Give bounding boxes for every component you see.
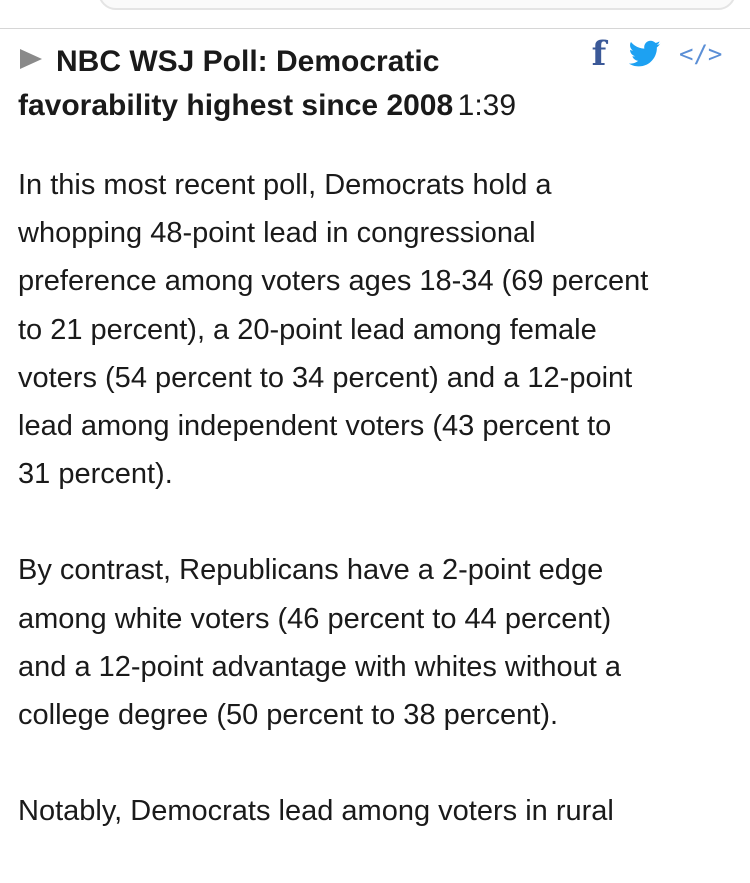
paragraph-line: and a 12-point advantage with whites wit…	[18, 650, 621, 683]
search-bar[interactable]	[98, 0, 736, 10]
paragraph-line: to 21 percent), a 20-point lead among fe…	[18, 313, 597, 346]
paragraph-line: Notably, Democrats lead among voters in …	[18, 795, 614, 828]
article-paragraph-3: Notably, Democrats lead among voters in …	[18, 787, 738, 835]
facebook-icon[interactable]: f	[591, 34, 607, 74]
article-body: In this most recent poll, Democrats hold…	[18, 161, 738, 883]
share-icons: f </>	[585, 34, 723, 74]
video-title-line-2[interactable]: favorability highest since 2008	[18, 89, 454, 122]
video-title-line-1[interactable]: NBC WSJ Poll: Democratic	[56, 45, 440, 78]
article-paragraph-2: By contrast, Republicans have a 2-point …	[18, 546, 738, 739]
paragraph-line: preference among voters ages 18-34 (69 p…	[18, 265, 649, 298]
paragraph-line: college degree (50 percent to 38 percent…	[18, 699, 559, 732]
twitter-icon[interactable]	[629, 40, 661, 68]
paragraph-line: By contrast, Republicans have a 2-point …	[18, 554, 604, 587]
paragraph-line: among white voters (46 percent to 44 per…	[18, 602, 612, 635]
paragraph-line: voters (54 percent to 34 percent) and a …	[18, 361, 633, 394]
paragraph-line: lead among independent voters (43 percen…	[18, 410, 612, 443]
embed-code-icon[interactable]: </>	[679, 40, 723, 68]
play-icon[interactable]	[20, 49, 42, 69]
paragraph-line: whopping 48-point lead in congressional	[18, 217, 536, 250]
article-paragraph-1: In this most recent poll, Democrats hold…	[18, 161, 738, 498]
video-duration: 1:39	[457, 89, 517, 122]
paragraph-line: In this most recent poll, Democrats hold…	[18, 169, 552, 201]
paragraph-line: 31 percent).	[18, 458, 173, 491]
header-divider	[0, 28, 750, 29]
video-header[interactable]: NBC WSJ Poll: Democratic favorability hi…	[18, 40, 578, 128]
